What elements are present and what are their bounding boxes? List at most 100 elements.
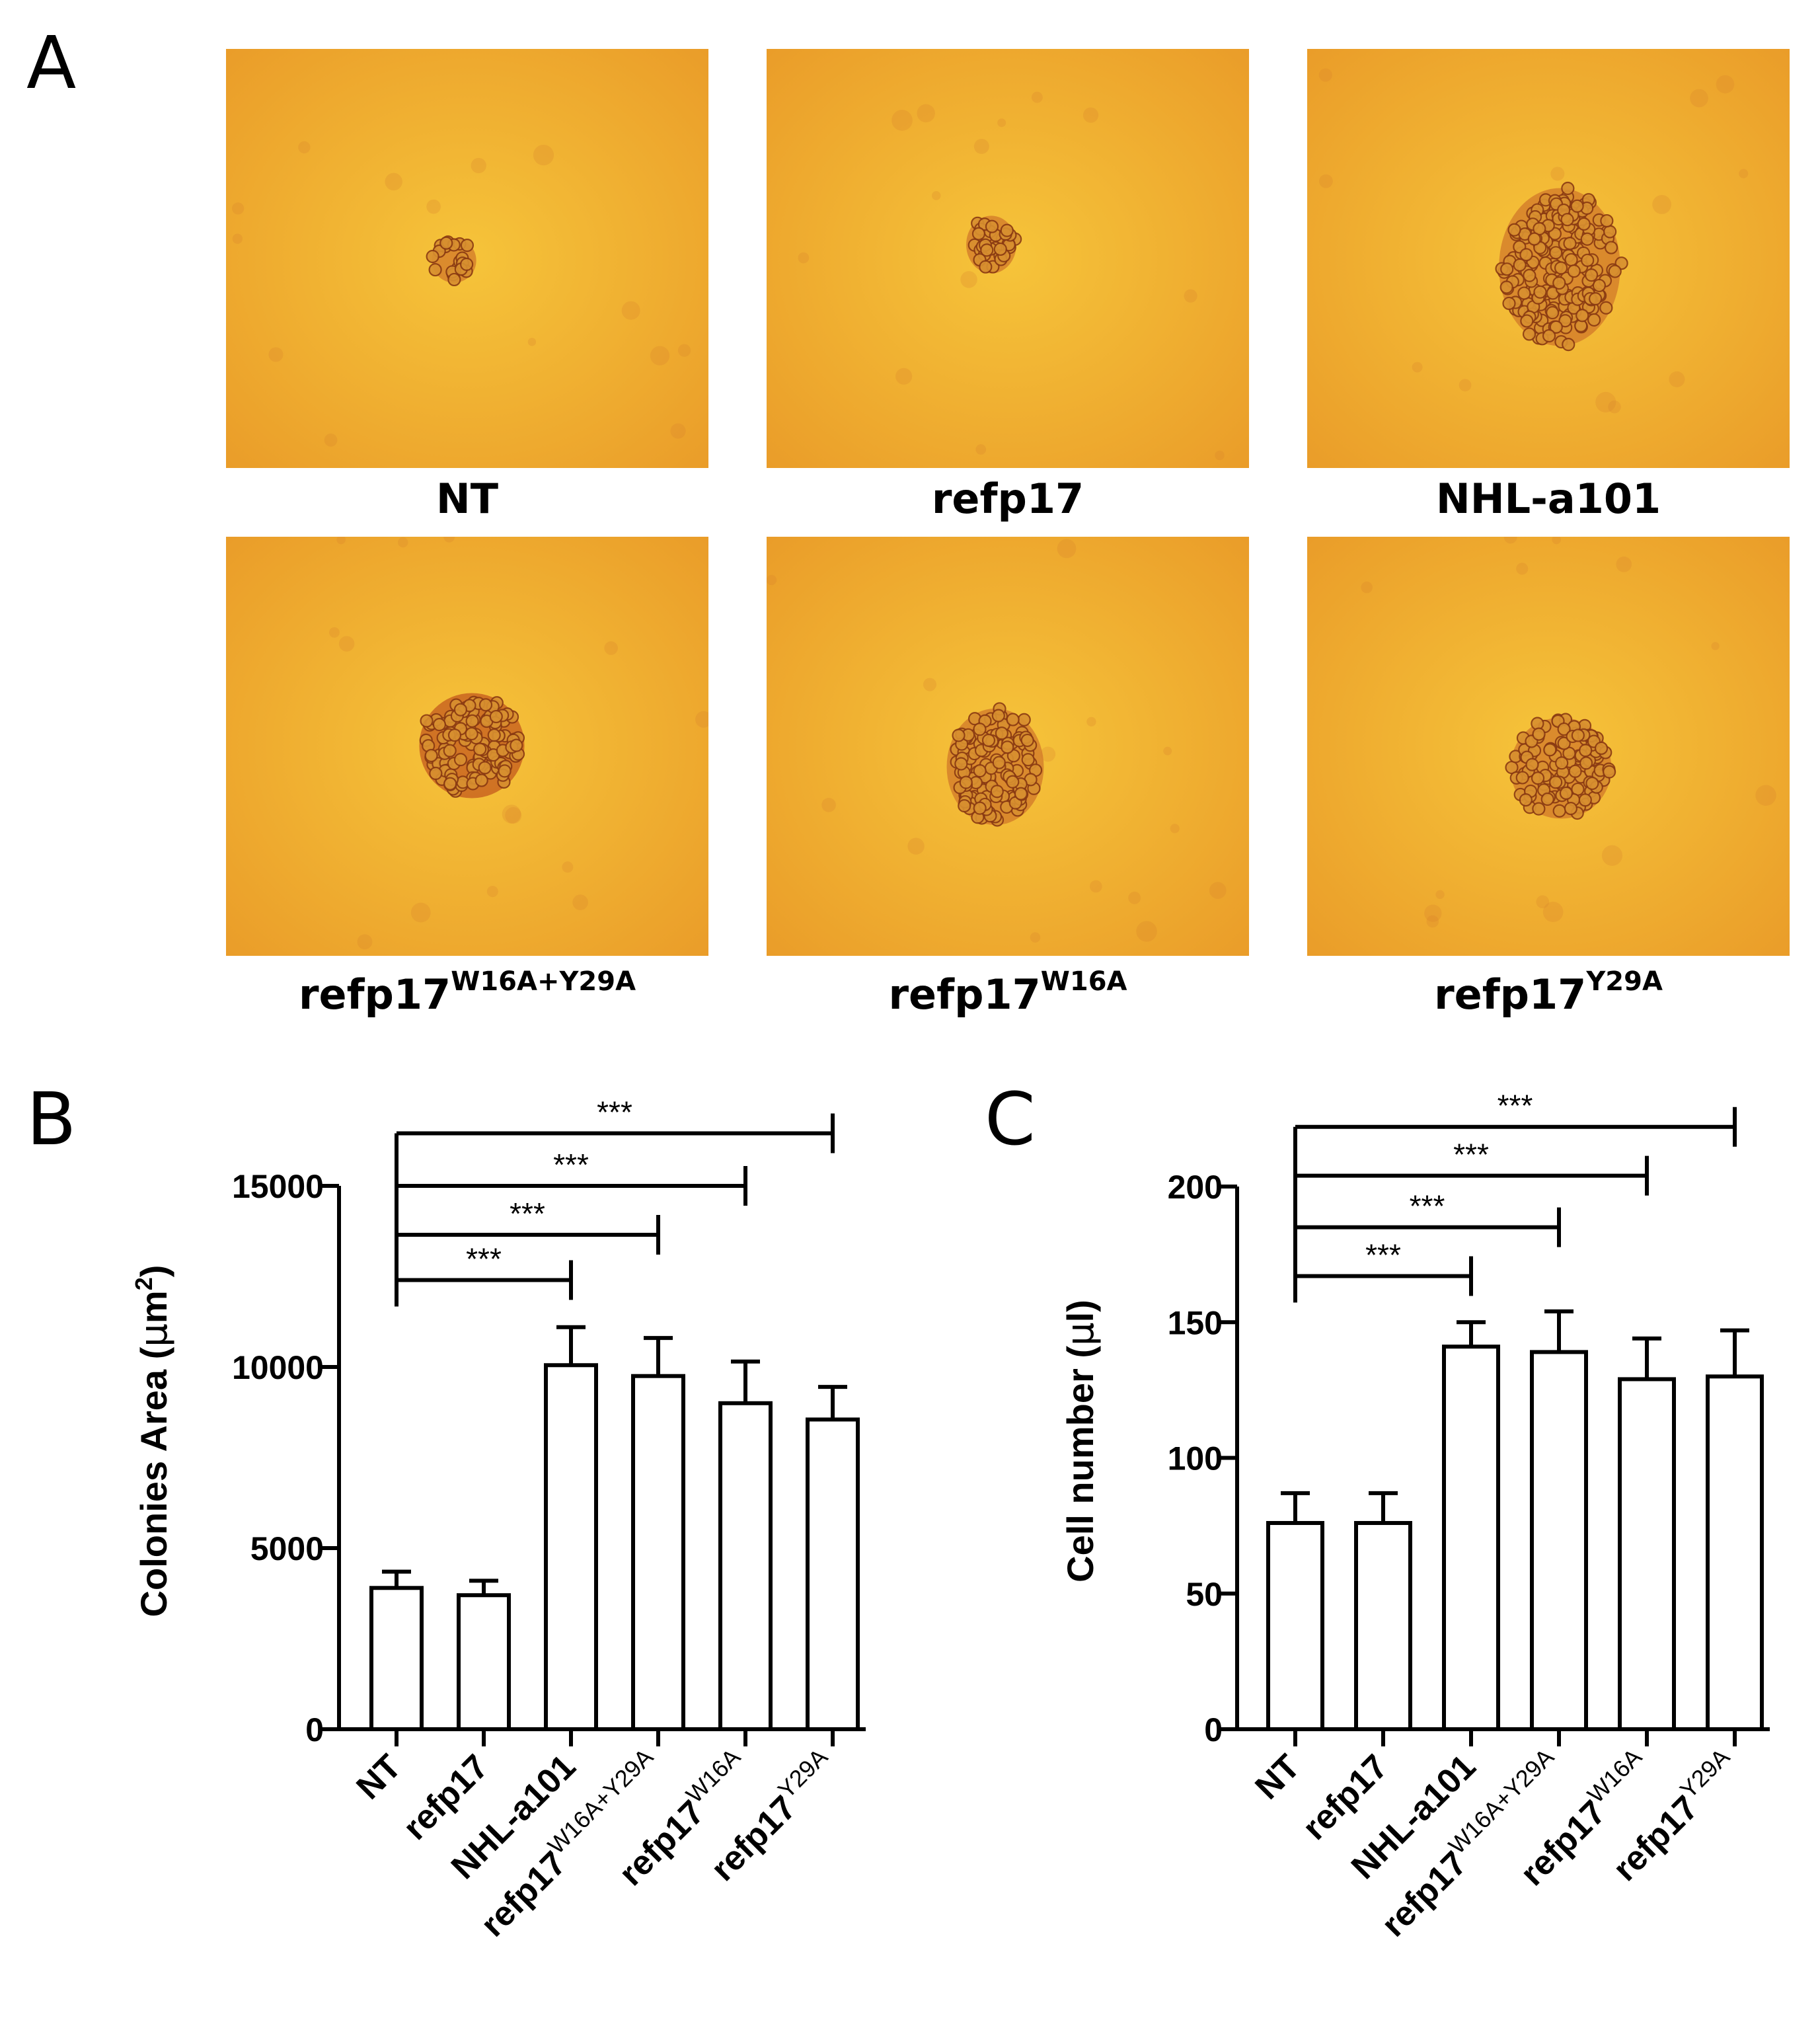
cell — [429, 766, 443, 781]
cell — [432, 718, 446, 732]
bar — [457, 1593, 511, 1731]
cell — [1608, 264, 1622, 278]
background-speck — [1031, 91, 1043, 103]
background-speck — [338, 636, 355, 652]
background-speck — [1690, 89, 1708, 108]
caption-refp17-w16a: refp17W16A — [888, 966, 1127, 1019]
background-speck — [1536, 895, 1550, 909]
cell — [1000, 223, 1014, 237]
bar — [1354, 1521, 1412, 1732]
cell — [1600, 214, 1614, 228]
caption-nt: NT — [436, 475, 499, 523]
colony-image-refp17 — [767, 49, 1249, 468]
panel-label-b: B — [26, 1077, 77, 1161]
cell — [1585, 776, 1599, 791]
y-tick-label: 50 — [1186, 1576, 1223, 1613]
background-speck — [1057, 539, 1077, 559]
background-speck — [385, 173, 402, 191]
background-speck — [1086, 717, 1096, 727]
cell — [993, 242, 1007, 256]
background-speck — [1552, 537, 1561, 545]
cell — [1579, 744, 1593, 758]
background-speck — [1435, 890, 1445, 899]
cell — [971, 227, 986, 241]
background-speck — [695, 711, 708, 728]
micrograph-refp17-w16a — [767, 537, 1249, 956]
cell — [958, 799, 971, 813]
cell — [1020, 733, 1034, 748]
colony-image-refp17-w16a — [767, 537, 1249, 956]
background-speck — [997, 118, 1006, 128]
background-speck — [1516, 563, 1529, 575]
background-speck — [1595, 391, 1616, 412]
cell — [1515, 771, 1529, 785]
cell — [959, 775, 973, 789]
cell — [1523, 268, 1536, 282]
cell — [478, 698, 493, 712]
cell — [995, 726, 1008, 740]
cell — [1520, 314, 1534, 328]
background-speck — [1040, 746, 1056, 762]
cell — [478, 761, 492, 775]
caption-refp17: refp17 — [931, 475, 1084, 523]
cell — [1563, 237, 1577, 251]
background-speck — [931, 191, 941, 200]
x-category-label: NT — [1248, 1747, 1307, 1807]
significance-label: *** — [510, 1196, 545, 1231]
cell — [443, 744, 457, 758]
significance-label: *** — [553, 1148, 589, 1182]
cell — [1578, 793, 1592, 807]
cell — [981, 733, 996, 748]
cell — [1513, 258, 1527, 272]
cell — [1549, 775, 1563, 789]
background-speck — [975, 444, 987, 455]
cell — [1579, 756, 1593, 770]
micrograph-refp17 — [767, 49, 1249, 468]
background-speck — [798, 252, 810, 264]
background-speck — [604, 641, 618, 655]
cell — [453, 703, 468, 717]
cell — [1522, 327, 1536, 341]
background-speck — [1716, 75, 1735, 94]
cell — [447, 272, 461, 287]
micrograph-nt — [226, 49, 708, 468]
cell — [439, 236, 453, 250]
background-speck — [923, 678, 937, 691]
background-speck — [471, 157, 486, 174]
cell — [1575, 309, 1589, 323]
cell — [1577, 217, 1591, 231]
cell — [1549, 246, 1563, 260]
cell — [473, 742, 487, 756]
caption-refp17-w16a-y29a: refp17W16A+Y29A — [298, 966, 636, 1019]
y-tick-label: 0 — [1204, 1711, 1223, 1748]
cell — [1519, 248, 1533, 262]
cell — [1531, 771, 1545, 785]
cell — [426, 249, 439, 264]
background-speck — [1424, 904, 1442, 922]
background-speck — [1601, 845, 1623, 866]
background-speck — [502, 804, 521, 824]
background-speck — [1184, 289, 1197, 303]
bar — [369, 1586, 424, 1732]
bar — [806, 1417, 860, 1731]
cell — [980, 243, 994, 257]
significance-label: *** — [1410, 1189, 1445, 1224]
cell — [1603, 765, 1616, 779]
cell — [1549, 320, 1563, 334]
background-speck — [1163, 746, 1172, 756]
cell — [1594, 741, 1609, 756]
bar — [718, 1401, 773, 1732]
background-speck — [357, 934, 373, 950]
caption-refp17-y29a: refp17Y29A — [1434, 966, 1663, 1019]
background-speck — [1459, 379, 1472, 392]
significance-label: *** — [597, 1095, 632, 1130]
background-speck — [891, 110, 913, 131]
background-speck — [232, 233, 243, 244]
background-speck — [767, 574, 777, 586]
cell — [1587, 313, 1601, 327]
background-speck — [1616, 556, 1632, 572]
background-speck — [572, 894, 588, 910]
significance-label: *** — [1365, 1237, 1401, 1272]
background-speck — [650, 346, 670, 366]
background-speck — [1669, 371, 1685, 387]
